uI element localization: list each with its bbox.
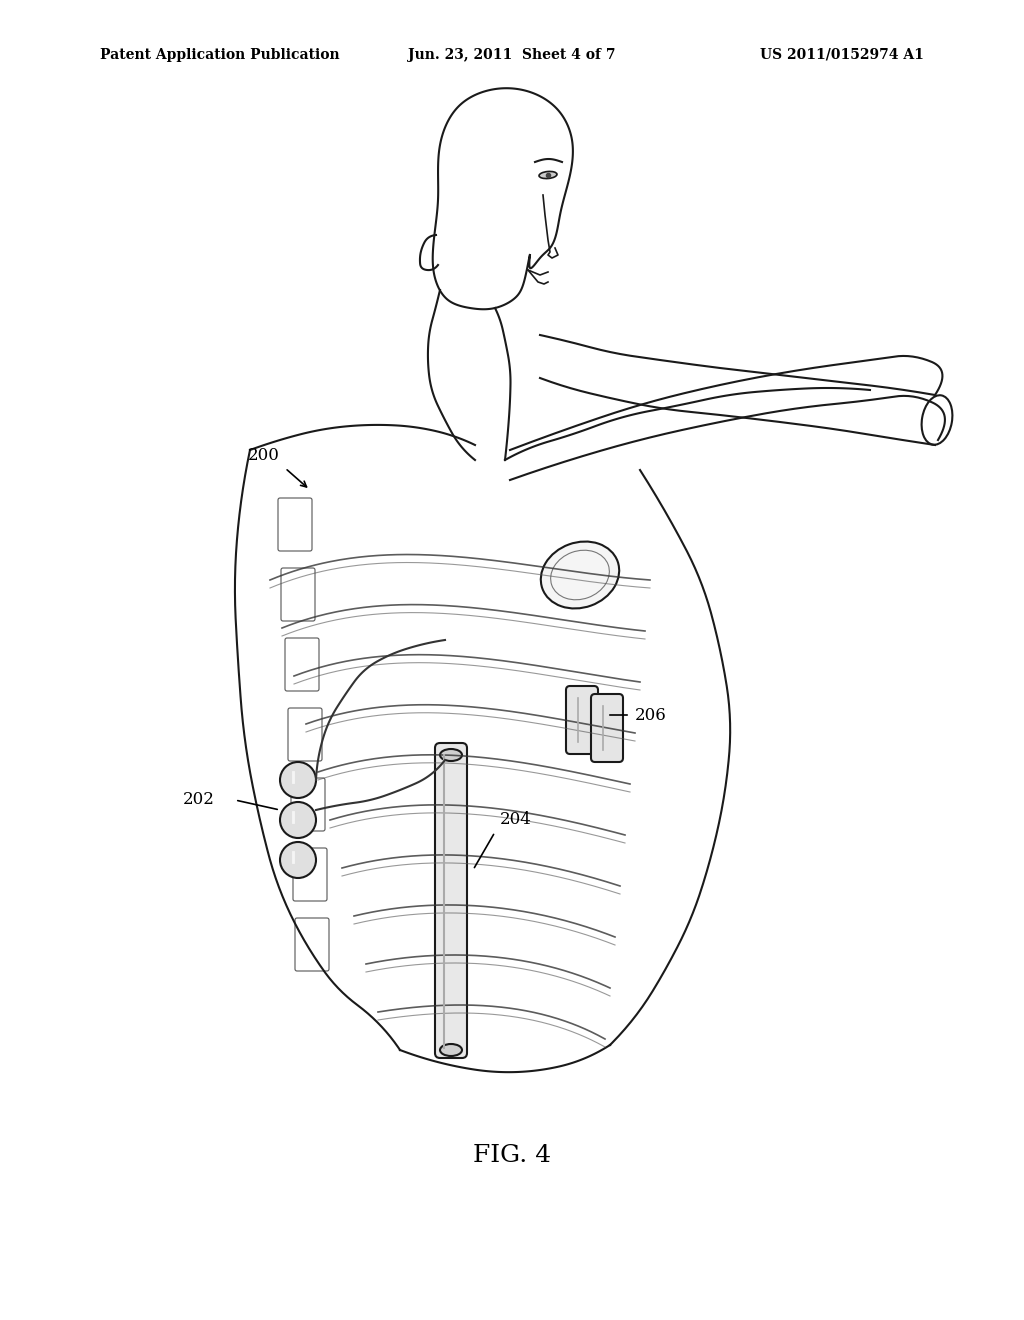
Text: US 2011/0152974 A1: US 2011/0152974 A1 [760,48,924,62]
Polygon shape [433,88,572,309]
FancyBboxPatch shape [291,777,325,832]
Text: FIG. 4: FIG. 4 [473,1143,551,1167]
FancyBboxPatch shape [293,847,327,902]
Ellipse shape [922,395,952,445]
FancyBboxPatch shape [288,708,322,762]
Ellipse shape [539,172,557,178]
Text: 206: 206 [635,706,667,723]
FancyBboxPatch shape [281,568,315,620]
Text: Patent Application Publication: Patent Application Publication [100,48,340,62]
FancyBboxPatch shape [295,917,329,972]
FancyBboxPatch shape [285,638,319,690]
Circle shape [280,762,316,799]
FancyBboxPatch shape [435,743,467,1059]
FancyBboxPatch shape [591,694,623,762]
Ellipse shape [440,1044,462,1056]
Circle shape [280,803,316,838]
Text: 202: 202 [183,792,215,808]
FancyBboxPatch shape [278,498,312,550]
Text: Jun. 23, 2011  Sheet 4 of 7: Jun. 23, 2011 Sheet 4 of 7 [409,48,615,62]
Text: 200: 200 [248,446,280,463]
Ellipse shape [541,541,620,609]
Text: 204: 204 [500,812,531,829]
Circle shape [280,842,316,878]
Ellipse shape [440,748,462,762]
FancyBboxPatch shape [566,686,598,754]
